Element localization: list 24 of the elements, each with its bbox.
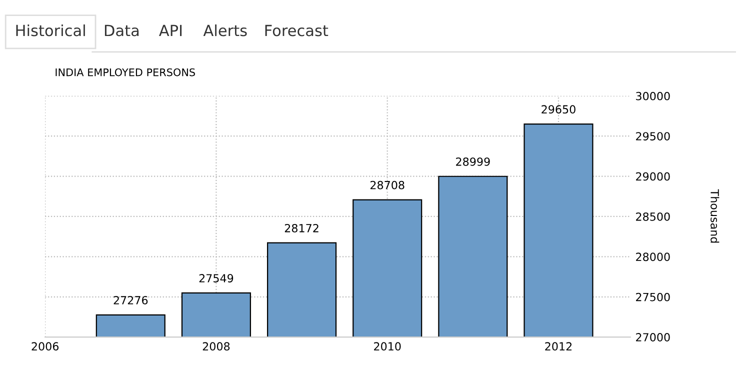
text: Forecast [265, 24, 328, 36]
data-label: 28999 [456, 157, 490, 166]
x-tick-label: 2006 [32, 342, 59, 351]
y-tick-label: 27500 [636, 292, 670, 302]
text: Historical [16, 24, 85, 36]
y-tick-label: 30000 [636, 92, 670, 100]
y-tick-label: 29000 [636, 172, 670, 181]
y-tick-label: 28000 [636, 252, 670, 262]
y-tick-label: 27000 [636, 333, 670, 342]
chart-title: INDIA EMPLOYED PERSONS [56, 68, 195, 76]
data-label: 28172 [284, 224, 318, 232]
text: API [159, 24, 182, 36]
x-tick-label: 2012 [545, 342, 572, 351]
text: Alerts [203, 24, 247, 36]
data-label: 27549 [199, 274, 234, 282]
y-tick-label: 29500 [636, 132, 670, 140]
data-label: 29650 [542, 105, 576, 114]
y-tick-label: 28500 [636, 212, 670, 221]
data-label: 27276 [114, 296, 148, 304]
y-axis-title: Thousand [710, 189, 720, 243]
x-tick-label: 2008 [202, 342, 230, 351]
data-label: 28708 [370, 180, 404, 190]
x-tick-label: 2010 [374, 342, 401, 351]
text: Data [104, 24, 139, 36]
